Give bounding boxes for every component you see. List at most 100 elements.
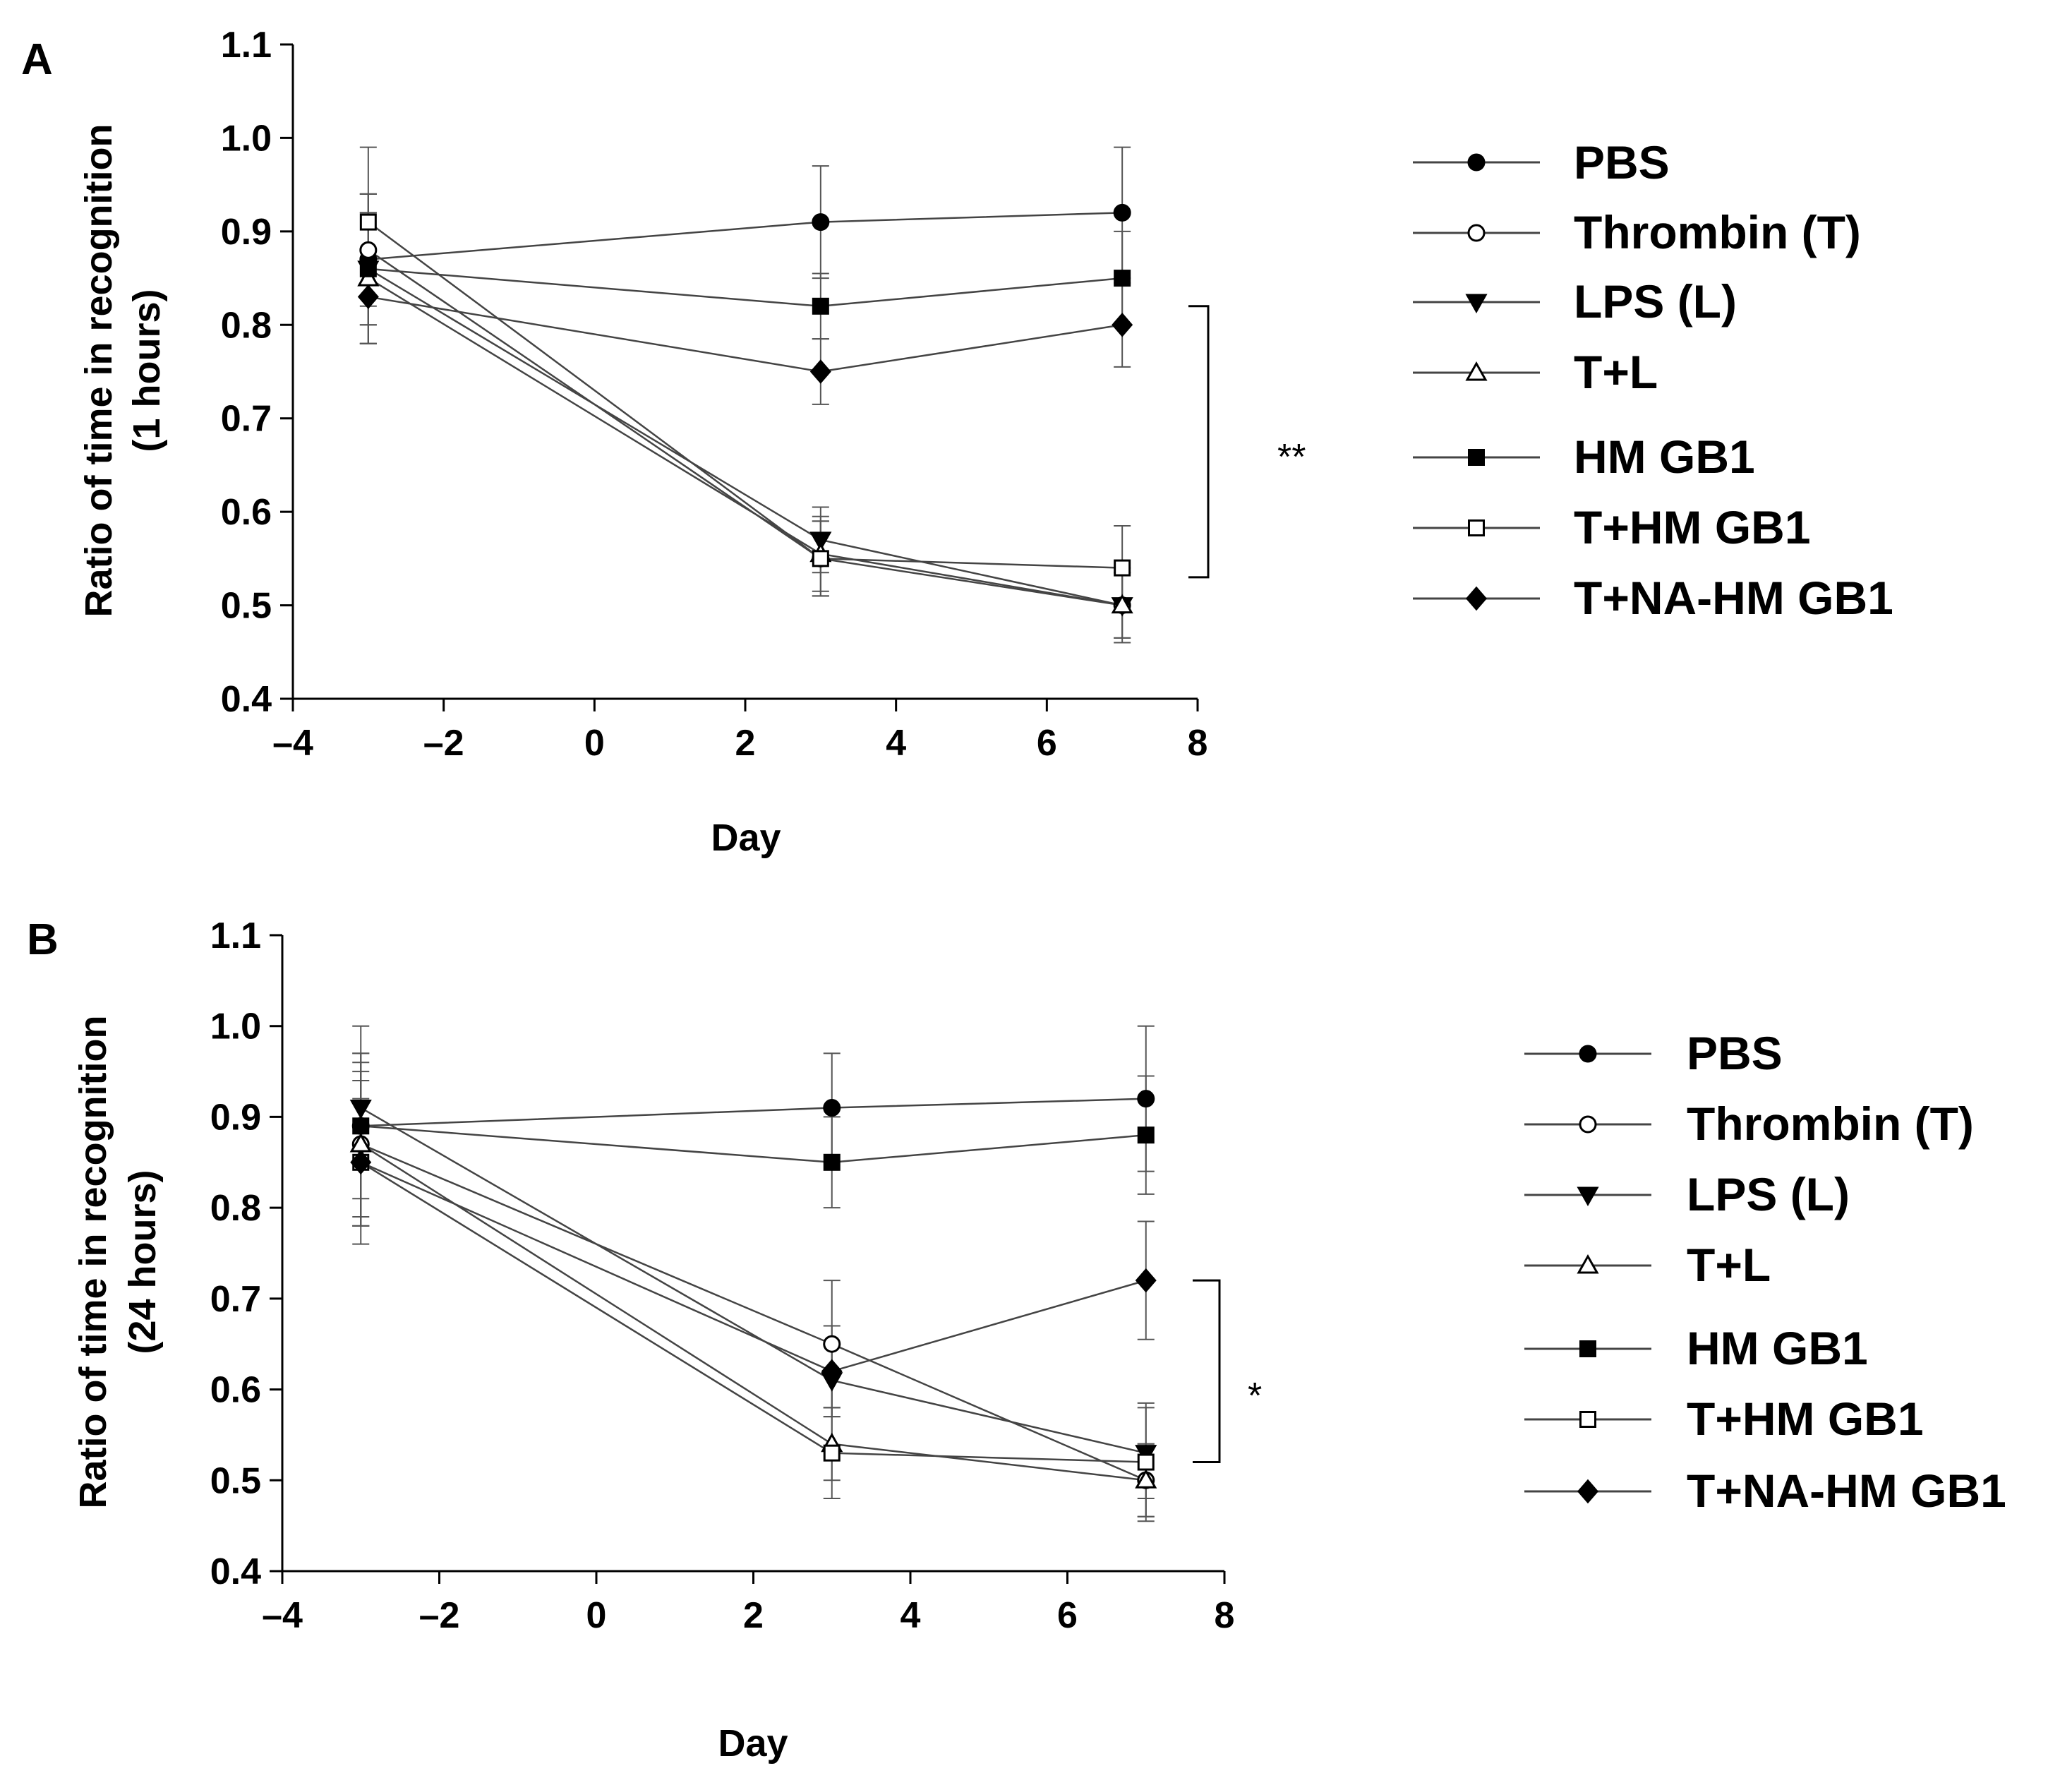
panel-b-x-tick-label: 0 [586,1595,607,1636]
panel-b: B Ratio of time in recognition (24 hours… [27,915,2006,1765]
panel-a: A Ratio of time in recognition (1 hours)… [21,25,1893,859]
panel-b-legend-label-lps: LPS (L) [1687,1168,1850,1220]
panel-a-legend-marker-t-l [1465,361,1488,381]
panel-a-point-hm-gb1 [812,297,829,315]
panel-b-xlabel: Day [718,1722,788,1765]
panel-b-legend-item-t-l: T+L [1524,1239,1771,1291]
panel-b-significance-label: * [1248,1376,1262,1417]
panel-a-point-t-l [1111,594,1133,614]
panel-b-legend-marker-thrombin-t [1579,1115,1597,1134]
panel-b-y-tick-label: 0.4 [210,1551,261,1592]
panel-b-legend-item-t-hmgb1: T+HM GB1 [1524,1393,1924,1445]
panel-a-x-tick-label: 8 [1188,723,1208,764]
panel-a-legend-label-lps: LPS (L) [1574,275,1737,327]
panel-b-legend: PBS Thrombin (T) LPS (L) T+L HM GB1 T+HM… [1524,1027,2006,1517]
panel-b-y-tick-label: 1.1 [210,915,261,956]
panel-b-legend-label-t-na-hmgb1: T+NA-HM GB1 [1687,1465,2006,1517]
panel-b-point-thrombin-t [823,1335,841,1353]
panel-a-legend-marker-pbs [1467,153,1486,172]
panel-a-point-hm-gb1 [359,260,377,277]
panel-b-series-line-thrombin-t [360,1143,1147,1481]
panel-a-point-t-na-hm-gb1 [1112,312,1133,337]
panel-a-legend-item-t-l: T+L [1413,346,1658,398]
panel-b-legend-label-pbs: PBS [1687,1027,1783,1079]
panel-b-series-line-t-hm-gb1 [360,1161,1146,1463]
panel-a-x-tick-label: –4 [272,723,313,764]
panel-b-y-tick-label: 0.8 [210,1188,261,1229]
panel-a-legend-label-hmgb1: HM GB1 [1574,431,1755,483]
panel-b-legend-item-lps: LPS (L) [1524,1168,1850,1220]
panel-a-x-tick-label: 0 [584,723,605,764]
panel-a-series-line-t-hm-gb1 [368,221,1123,569]
panel-b-legend-label-hmgb1: HM GB1 [1687,1322,1868,1374]
panel-a-point-pbs [1113,203,1131,222]
panel-a-legend-marker-lps-l [1465,294,1488,314]
panel-b-y-tick-label: 0.7 [210,1279,261,1320]
panel-a-point-thrombin-t [359,241,378,259]
panel-a-y-tick-label: 0.4 [221,679,272,720]
panel-a-y-tick-label: 1.0 [221,118,272,159]
panel-a-point-hm-gb1 [1114,270,1131,287]
panel-a-legend-marker-thrombin-t [1467,224,1486,242]
panel-b-point-hm-gb1 [823,1153,841,1171]
panel-b-legend-label-thrombin: Thrombin (T) [1687,1098,1974,1150]
panel-b-point-t-hm-gb1 [1137,1453,1155,1471]
panel-b-x-tick-label: –2 [419,1595,460,1636]
panel-a-legend-label-t-na-hmgb1: T+NA-HM GB1 [1574,572,1893,624]
panel-b-legend-item-t-na-hmgb1: T+NA-HM GB1 [1524,1465,2006,1517]
panel-b-legend-item-thrombin: Thrombin (T) [1524,1098,1974,1150]
panel-a-axes: –4 –2 0 2 4 6 8 0.4 0.5 0.6 0.7 0.8 0.9 1.0 1.1 [221,25,1208,764]
panel-a-legend-item-t-hmgb1: T+HM GB1 [1413,501,1811,553]
panel-b-x-tick-label: 2 [743,1595,764,1636]
panel-b-legend-marker-pbs [1579,1045,1597,1063]
panel-a-legend-item-hmgb1: HM GB1 [1413,431,1755,483]
panel-a-point-pbs [812,213,830,232]
panel-a-point-t-na-hm-gb1 [357,284,379,309]
panel-a-y-tick-label: 0.5 [221,586,272,627]
panel-a-significance: ** [1188,305,1306,579]
panel-b-legend-marker-lps-l [1577,1186,1599,1207]
panel-a-series-line-t-na-hm-gb1 [368,296,1123,373]
panel-b-y-tick-label: 0.5 [210,1460,261,1501]
panel-b-y-tick-label: 0.9 [210,1097,261,1138]
panel-a-legend-label-t-hmgb1: T+HM GB1 [1574,501,1811,553]
panel-a-point-lps-l [809,531,832,551]
panel-b-point-t-l [1135,1469,1157,1489]
panel-a-legend: PBS Thrombin (T) LPS (L) T+L HM GB1 T+HM… [1413,136,1893,624]
panel-b-x-tick-label: 4 [901,1595,921,1636]
panel-b-legend-item-pbs: PBS [1524,1027,1783,1079]
panel-b-point-t-na-hm-gb1 [821,1359,843,1384]
panel-a-legend-item-lps: LPS (L) [1413,275,1737,327]
panel-b-point-t-na-hm-gb1 [350,1150,372,1175]
panel-a-point-t-hm-gb1 [359,213,377,231]
panel-a-significance-label: ** [1277,437,1306,478]
panel-a-label: A [21,35,53,84]
panel-b-axes: –4 –2 0 2 4 6 8 0.4 0.5 0.6 0.7 0.8 0.9 1.0 1.1 [210,915,1235,1636]
panel-a-series-line-hm-gb1 [368,268,1123,308]
panel-b-significance-bracket [1193,1279,1221,1464]
panel-b-legend-marker-hm-gb1 [1579,1340,1596,1357]
panel-b-point-pbs [823,1099,841,1117]
panel-a-point-t-na-hm-gb1 [809,359,831,384]
panel-a-y-tick-label: 0.6 [221,492,272,533]
panel-b-ylabel-line2: (24 hours) [121,1170,164,1354]
panel-a-legend-label-thrombin: Thrombin (T) [1574,206,1861,258]
panel-a-legend-marker-t-hm-gb1 [1468,519,1485,536]
panel-b-legend-marker-t-na-hm-gb1 [1577,1479,1598,1504]
panel-a-significance-bracket [1188,305,1210,579]
panel-b-series-line-pbs [361,1098,1146,1127]
panel-a-legend-marker-t-na-hm-gb1 [1466,586,1487,611]
panel-a-point-t-hm-gb1 [1114,559,1131,577]
panel-a-x-tick-label: –2 [423,723,464,764]
panel-a-legend-item-thrombin: Thrombin (T) [1413,206,1861,258]
panel-a-y-tick-label: 0.7 [221,399,272,440]
panel-b-y-tick-label: 1.0 [210,1006,261,1047]
panel-a-y-tick-label: 0.8 [221,305,272,346]
panel-a-point-t-hm-gb1 [812,550,829,567]
panel-b-legend-marker-t-l [1577,1254,1599,1274]
panel-a-series-line-thrombin-t [368,249,1123,606]
panel-b-series [349,1025,1157,1522]
panel-b-point-t-na-hm-gb1 [1135,1268,1157,1293]
panel-b-label: B [27,915,59,964]
